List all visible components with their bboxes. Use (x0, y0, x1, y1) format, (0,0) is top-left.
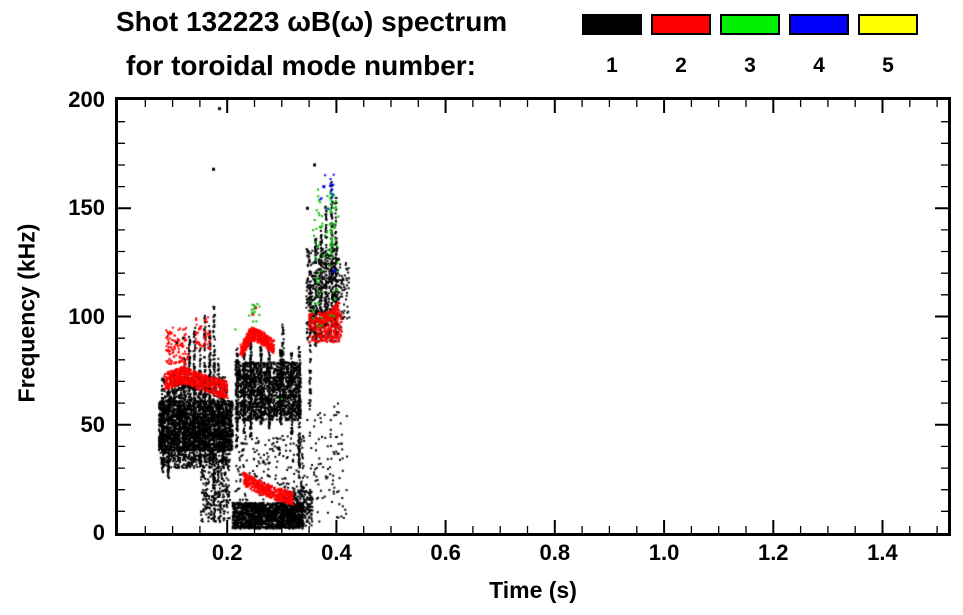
legend-swatch-4 (789, 14, 849, 35)
x-tick-label-0.8: 0.8 (539, 540, 571, 565)
legend-number-1: 1 (606, 54, 618, 77)
x-tick-label-1.0: 1.0 (648, 540, 680, 565)
legend-color-swatches (582, 14, 918, 35)
figure-subtitle: for toroidal mode number: (126, 50, 476, 81)
y-tick-label-0: 0 (92, 520, 105, 545)
legend-mode-numbers: 1 2 3 4 5 (582, 54, 918, 78)
legend-swatch-3 (720, 14, 780, 35)
x-tick-label-0.2: 0.2 (211, 540, 243, 565)
legend-swatch-2 (651, 14, 711, 35)
legend-swatch-1 (582, 14, 642, 35)
y-tick-label-100: 100 (68, 303, 105, 329)
legend-number-4: 4 (813, 54, 825, 77)
x-tick-label-1.2: 1.2 (757, 540, 789, 565)
legend-number-2: 2 (675, 54, 687, 77)
x-tick-label-1.4: 1.4 (867, 540, 898, 565)
y-tick-label-150: 150 (68, 195, 105, 221)
axis-ticks (118, 100, 948, 533)
legend-number-3: 3 (744, 54, 756, 77)
plot-area (115, 97, 951, 536)
x-axis-label: Time (s) (489, 577, 577, 603)
x-tick-label-0.4: 0.4 (321, 540, 352, 565)
legend-number-5: 5 (882, 54, 894, 77)
spectrogram-canvas (118, 100, 948, 533)
y-tick-label-200: 200 (68, 87, 105, 112)
legend-swatch-5 (858, 14, 918, 35)
x-tick-label-0.6: 0.6 (430, 540, 461, 565)
figure-title: Shot 132223 ωB(ω) spectrum (116, 6, 508, 37)
y-tick-label-50: 50 (80, 411, 105, 437)
